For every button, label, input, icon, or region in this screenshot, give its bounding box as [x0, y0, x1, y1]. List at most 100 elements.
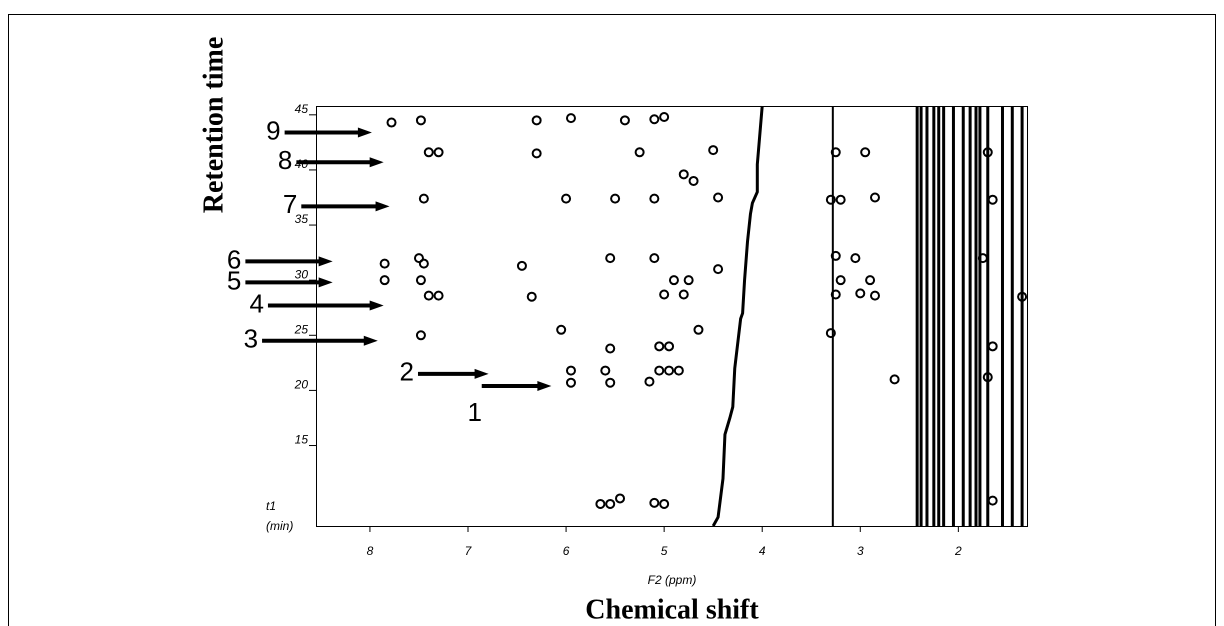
peak [415, 330, 426, 341]
arrow-head [474, 368, 489, 379]
annotation-label: 3 [244, 324, 258, 354]
peak [605, 498, 616, 509]
peak [830, 250, 841, 261]
peak [649, 193, 660, 204]
peak [556, 324, 567, 335]
arrow-head [369, 157, 384, 168]
peak [415, 115, 426, 126]
peak [664, 341, 675, 352]
peak [668, 275, 679, 286]
peak [713, 264, 724, 275]
peak [889, 374, 900, 385]
arrow-head [357, 127, 372, 138]
peak [860, 147, 871, 158]
peak [659, 289, 670, 300]
peak [825, 328, 836, 339]
peak [708, 145, 719, 156]
arrow-head [375, 201, 390, 212]
peak [982, 372, 993, 383]
peak [595, 498, 606, 509]
peak [634, 147, 645, 158]
peak [423, 290, 434, 301]
y-tick-label: 30 [295, 267, 309, 281]
peak [835, 275, 846, 286]
peak [415, 275, 426, 286]
peak [644, 376, 655, 387]
x-title: Chemical shift [585, 594, 759, 625]
peak [659, 498, 670, 509]
peak [713, 192, 724, 203]
page-frame [8, 14, 1216, 626]
peak [825, 194, 836, 205]
x-tick-label: 2 [954, 544, 962, 558]
y-axis-unit: (min) [266, 519, 293, 533]
annotation-label: 5 [227, 265, 241, 295]
peak [850, 253, 861, 264]
peak [835, 194, 846, 205]
peak [565, 113, 576, 124]
peak [869, 192, 880, 203]
annotation-label: 9 [266, 115, 280, 145]
peak [526, 291, 537, 302]
x-tick-label: 4 [759, 544, 766, 558]
annotation-label: 2 [400, 357, 414, 387]
x-tick-label: 6 [563, 544, 570, 558]
peak [418, 193, 429, 204]
peak [413, 253, 424, 264]
annotation-label: 1 [468, 397, 482, 427]
peak [379, 275, 390, 286]
y-tick-label: 45 [295, 102, 309, 116]
y-tick-label: 20 [294, 378, 309, 392]
peak [649, 114, 660, 125]
peak [619, 115, 630, 126]
y-axis-label: t1 [266, 499, 276, 513]
peak [830, 147, 841, 158]
peak [565, 365, 576, 376]
peak [516, 260, 527, 271]
peak [855, 288, 866, 299]
diagonal-trace [711, 105, 764, 527]
peak [615, 493, 626, 504]
peak [531, 148, 542, 159]
peak [830, 289, 841, 300]
annotation-label: 7 [283, 189, 297, 219]
peak [561, 193, 572, 204]
arrow-head [318, 256, 333, 267]
peak [531, 115, 542, 126]
peak [678, 169, 689, 180]
plot-frame [316, 106, 1028, 527]
x-tick-label: 7 [465, 544, 473, 558]
peak [987, 341, 998, 352]
peak [664, 365, 675, 376]
peak [654, 365, 665, 376]
y-tick-label: 35 [295, 212, 309, 226]
peak [654, 341, 665, 352]
annotation-label: 6 [227, 244, 241, 274]
y-tick-label: 25 [294, 322, 309, 336]
arrow-head [369, 300, 384, 311]
arrow-head [363, 335, 378, 346]
peak [600, 365, 611, 376]
x-tick-label: 5 [661, 544, 668, 558]
x-tick-label: 3 [857, 544, 864, 558]
x-axis-label: F2 (ppm) [648, 573, 697, 587]
peak [683, 275, 694, 286]
peak [987, 194, 998, 205]
peak [433, 147, 444, 158]
peak [386, 117, 397, 128]
peak [659, 112, 670, 123]
peak [649, 497, 660, 508]
annotation-label: 4 [249, 288, 263, 318]
peak [987, 495, 998, 506]
annotation-label: 8 [278, 145, 292, 175]
peak [688, 175, 699, 186]
peak [379, 258, 390, 269]
peak [1017, 291, 1028, 302]
peak [982, 147, 993, 158]
x-tick-label: 8 [367, 544, 374, 558]
peak [423, 147, 434, 158]
arrow-head [318, 277, 333, 288]
y-tick-label: 15 [295, 433, 309, 447]
peak [605, 377, 616, 388]
